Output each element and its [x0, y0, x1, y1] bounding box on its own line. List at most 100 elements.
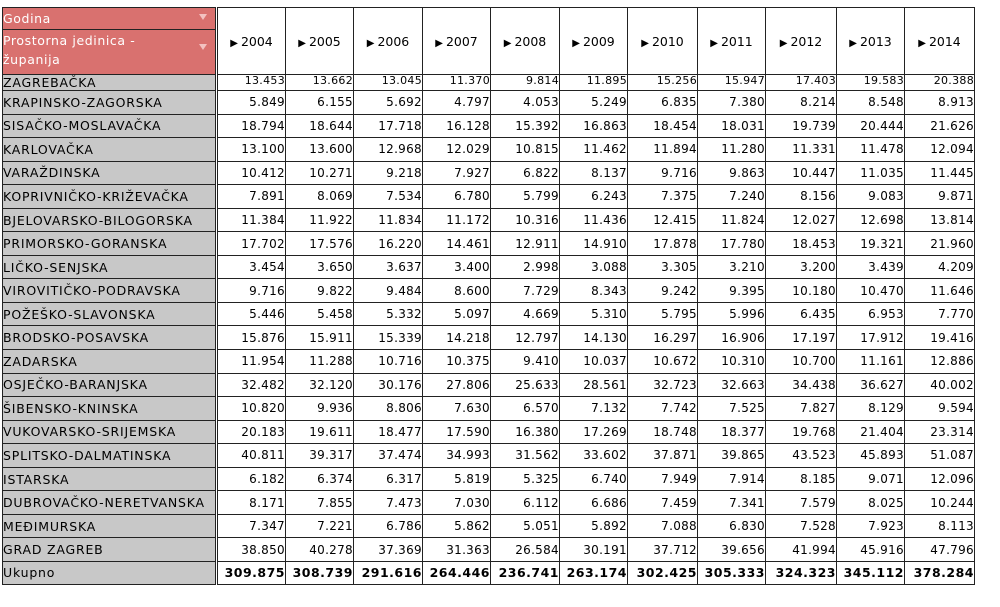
expand-triangle-icon[interactable]: ▶ — [849, 37, 857, 49]
value-cell: 32.663 — [697, 372, 766, 398]
value-cell: 5.325 — [490, 466, 560, 492]
row-label[interactable]: BJELOVARSKO-BILOGORSKA — [2, 207, 216, 233]
row-label[interactable]: KRAPINSKO-ZAGORSKA — [2, 90, 216, 115]
row-label[interactable]: KOPRIVNIČKO-KRIŽEVAČKA — [2, 184, 216, 209]
value-cell: 11.894 — [627, 137, 698, 162]
value-cell: 18.454 — [627, 113, 698, 139]
row-label[interactable]: MEĐIMURSKA — [2, 513, 216, 539]
table-row: MEĐIMURSKA 7.347 7.221 6.786 5.862 5.051 5.892… — [2, 513, 975, 539]
year-label: 2008 — [514, 33, 547, 49]
table-row: VIROVITIČKO-PODRAVSKA 9.716 9.822 9.484 8.60… — [2, 278, 975, 303]
value-cell: 27.806 — [422, 372, 491, 398]
value-cell: 40.002 — [904, 372, 975, 398]
expand-triangle-icon[interactable]: ▶ — [779, 37, 788, 49]
value-cell: 6.243 — [559, 184, 628, 209]
value-cell: 291.616 — [353, 560, 423, 585]
table-row: BJELOVARSKO-BILOGORSKA 11.384 11.922 11.834… — [2, 207, 975, 233]
table-row: SPLITSKO-DALMATINSKA 40.811 39.317 37.474 34… — [2, 443, 975, 468]
row-label[interactable]: GRAD ZAGREB — [2, 537, 216, 562]
column-gap — [215, 325, 218, 350]
dimension-godina[interactable]: Godina — [2, 7, 216, 30]
dimension-prostorna-jedinica[interactable]: Prostorna jedinica - županija — [2, 29, 216, 75]
column-gap — [215, 443, 218, 468]
row-label[interactable]: ZADARSKA — [2, 349, 216, 374]
value-cell: 34.438 — [765, 372, 837, 398]
value-cell: 6.786 — [353, 513, 423, 539]
value-cell: 5.446 — [217, 301, 286, 327]
year-label: 2009 — [582, 33, 615, 49]
pivot-table: Godina ▶ 2004 ▶ 2005 ▶ 2006 ▶ 2007 ▶ 2008 ▶ 2009 ▶ 20… — [2, 7, 975, 585]
expand-triangle-icon[interactable]: ▶ — [503, 37, 512, 49]
column-gap — [215, 231, 218, 256]
value-cell: 8.171 — [217, 490, 286, 515]
value-cell: 30.191 — [559, 537, 628, 562]
row-label[interactable]: ZAGREBAČKA — [2, 74, 216, 91]
row-label[interactable]: BRODSKO-POSAVSKA — [2, 325, 216, 351]
year-header-2009[interactable]: ▶ 2009 — [559, 7, 628, 75]
row-label[interactable]: DUBROVAČKO-NERETVANSKA — [2, 490, 216, 515]
row-label[interactable]: ISTARSKA — [2, 466, 216, 492]
column-gap — [215, 467, 218, 491]
value-cell: 9.083 — [836, 184, 905, 209]
year-header-2005[interactable]: ▶ 2005 — [285, 7, 354, 75]
expand-triangle-icon[interactable]: ▶ — [641, 37, 649, 49]
value-cell: 12.094 — [904, 137, 975, 162]
year-header-2014[interactable]: ▶ 2014 — [904, 7, 975, 75]
expand-triangle-icon[interactable]: ▶ — [572, 37, 580, 49]
table-row: KRAPINSKO-ZAGORSKA 5.849 6.155 5.692 4.797 4.… — [2, 90, 975, 115]
row-label[interactable]: VARAŽDINSKA — [2, 160, 216, 186]
value-cell: 9.218 — [353, 160, 423, 186]
row-label[interactable]: KARLOVAČKA — [2, 137, 216, 162]
year-header-2012[interactable]: ▶ 2012 — [765, 7, 837, 75]
year-label: 2011 — [720, 33, 753, 49]
row-label[interactable]: PRIMORSKO-GORANSKA — [2, 231, 216, 256]
row-label[interactable]: ŠIBENSKO-KNINSKA — [2, 396, 216, 421]
year-header-2010[interactable]: ▶ 2010 — [627, 7, 698, 75]
value-cell: 7.240 — [697, 184, 766, 209]
filter-dropdown-icon[interactable] — [199, 14, 207, 20]
column-gap — [215, 161, 218, 185]
value-cell: 6.374 — [285, 466, 354, 492]
table-row: VARAŽDINSKA 10.412 10.271 9.218 7.927 6.822 8.… — [2, 160, 975, 186]
value-cell: 6.112 — [490, 490, 560, 515]
row-label[interactable]: Ukupno — [2, 560, 216, 585]
row-label[interactable]: LIČKO-SENJSKA — [2, 254, 216, 280]
value-cell: 37.871 — [627, 443, 698, 468]
year-header-2013[interactable]: ▶ 2013 — [836, 7, 905, 75]
value-cell: 7.473 — [353, 490, 423, 515]
value-cell: 14.218 — [422, 325, 491, 351]
expand-triangle-icon[interactable]: ▶ — [298, 37, 306, 49]
table-row: SISAČKO-MOSLAVAČKA 18.794 18.644 17.718 16.1… — [2, 113, 975, 139]
expand-triangle-icon[interactable]: ▶ — [918, 37, 926, 49]
dimension-prostorna-line1: Prostorna jedinica - — [3, 33, 136, 48]
value-cell: 18.377 — [697, 419, 766, 445]
row-label[interactable]: SISAČKO-MOSLAVAČKA — [2, 113, 216, 139]
value-cell: 5.097 — [422, 301, 491, 327]
row-label[interactable]: POŽEŠKO-SLAVONSKA — [2, 301, 216, 327]
value-cell: 5.249 — [559, 90, 628, 115]
value-cell: 12.029 — [422, 137, 491, 162]
year-header-2006[interactable]: ▶ 2006 — [353, 7, 423, 75]
row-label[interactable]: VUKOVARSKO-SRIJEMSKA — [2, 419, 216, 445]
value-cell: 21.960 — [904, 231, 975, 256]
expand-triangle-icon[interactable]: ▶ — [710, 37, 718, 49]
year-header-2007[interactable]: ▶ 2007 — [422, 7, 491, 75]
filter-dropdown-icon[interactable] — [199, 44, 207, 50]
value-cell: 7.528 — [765, 513, 837, 539]
row-label[interactable]: SPLITSKO-DALMATINSKA — [2, 443, 216, 468]
expand-triangle-icon[interactable]: ▶ — [230, 37, 238, 49]
year-header-2011[interactable]: ▶ 2011 — [697, 7, 766, 75]
year-header-2004[interactable]: ▶ 2004 — [217, 7, 286, 75]
row-label[interactable]: VIROVITIČKO-PODRAVSKA — [2, 278, 216, 303]
column-gap — [215, 561, 218, 585]
value-cell: 10.375 — [422, 349, 491, 374]
value-cell: 19.611 — [285, 419, 354, 445]
value-cell: 11.280 — [697, 137, 766, 162]
value-cell: 6.953 — [836, 301, 905, 327]
value-cell: 11.834 — [353, 207, 423, 233]
expand-triangle-icon[interactable]: ▶ — [366, 37, 375, 49]
row-label[interactable]: OSJEČKO-BARANJSKA — [2, 372, 216, 398]
expand-triangle-icon[interactable]: ▶ — [435, 37, 443, 49]
value-cell: 6.317 — [353, 466, 423, 492]
year-header-2008[interactable]: ▶ 2008 — [490, 7, 560, 75]
